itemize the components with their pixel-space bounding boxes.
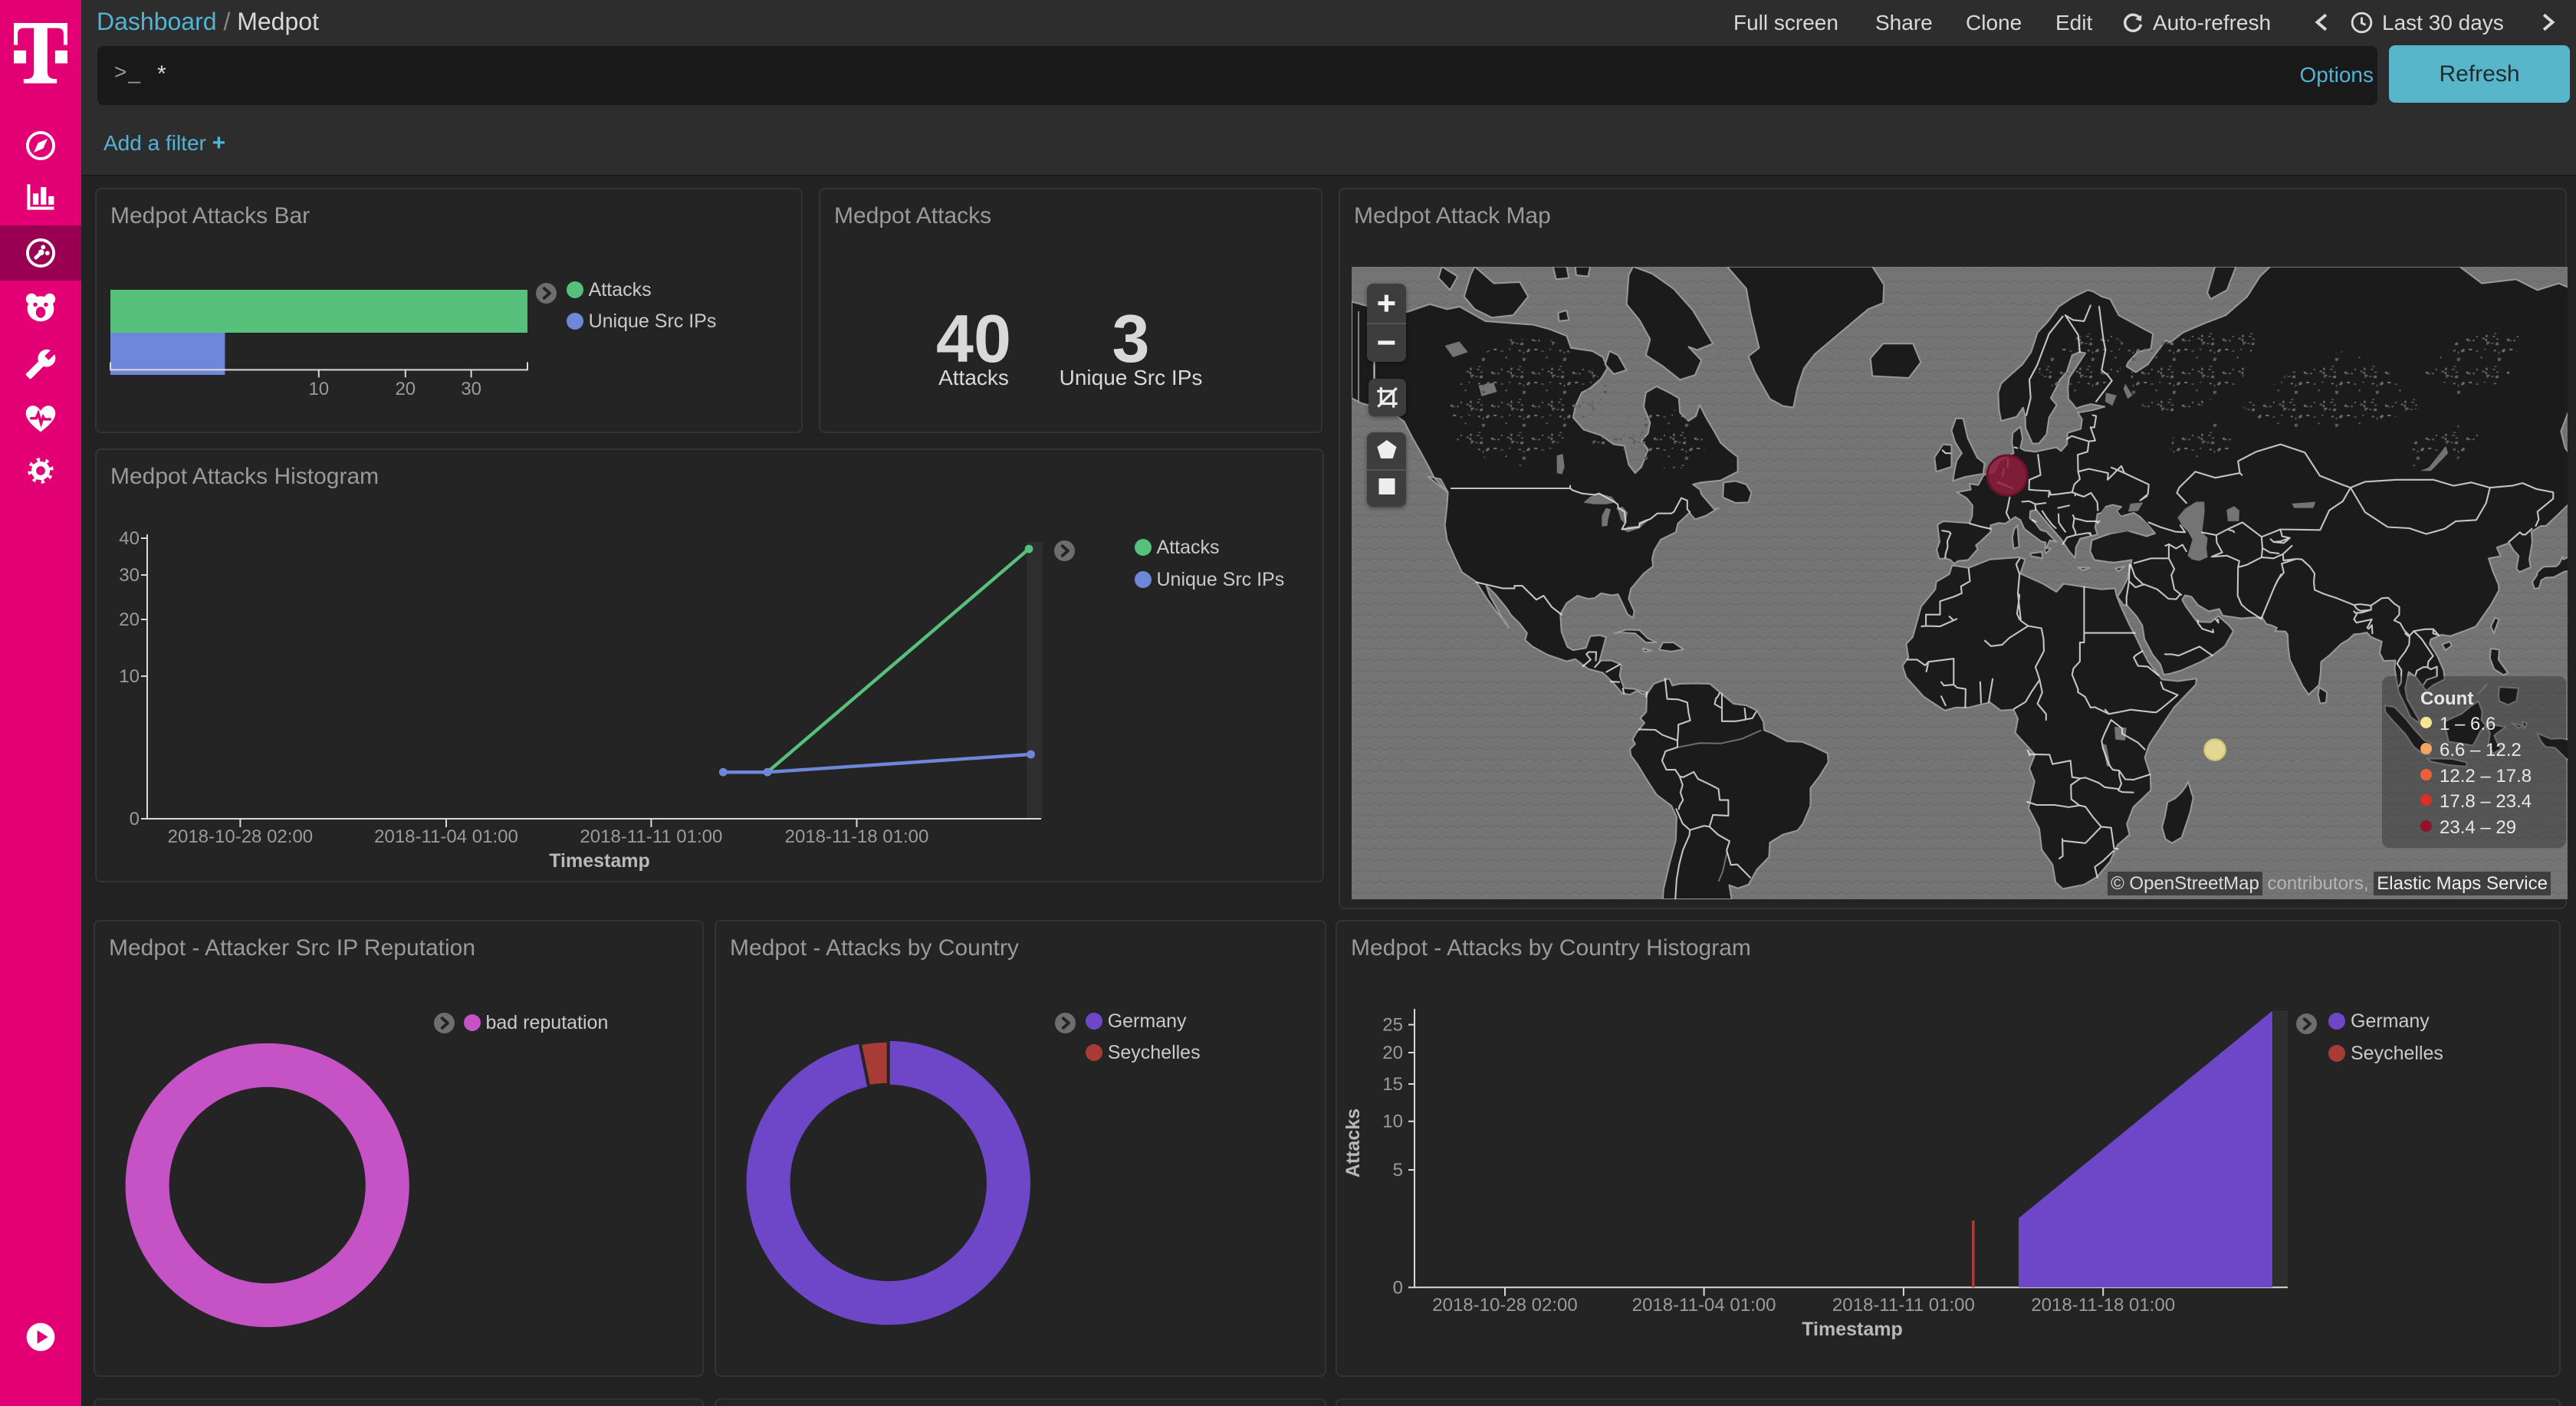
svg-text:10: 10 bbox=[119, 666, 140, 687]
svg-text:2018-10-28 02:00: 2018-10-28 02:00 bbox=[1432, 1295, 1578, 1316]
svg-text:Timestamp: Timestamp bbox=[1802, 1319, 1903, 1340]
svg-text:2018-11-18 01:00: 2018-11-18 01:00 bbox=[2031, 1295, 2175, 1316]
svg-text:0: 0 bbox=[1393, 1277, 1403, 1298]
svg-text:10: 10 bbox=[308, 379, 329, 399]
svg-text:20: 20 bbox=[1382, 1043, 1403, 1063]
svg-text:15: 15 bbox=[1382, 1074, 1403, 1095]
svg-text:0: 0 bbox=[130, 809, 140, 829]
svg-text:2018-11-04 01:00: 2018-11-04 01:00 bbox=[374, 826, 518, 847]
svg-text:25: 25 bbox=[1382, 1015, 1403, 1036]
svg-text:2018-11-18 01:00: 2018-11-18 01:00 bbox=[785, 826, 929, 847]
svg-text:5: 5 bbox=[1393, 1160, 1403, 1181]
svg-text:2018-11-11 01:00: 2018-11-11 01:00 bbox=[1832, 1295, 1975, 1316]
svg-text:30: 30 bbox=[119, 565, 140, 586]
svg-text:40: 40 bbox=[119, 528, 140, 549]
svg-text:2018-11-11 01:00: 2018-11-11 01:00 bbox=[580, 826, 722, 847]
svg-text:30: 30 bbox=[461, 379, 481, 399]
svg-text:Attacks: Attacks bbox=[1342, 1109, 1364, 1178]
svg-text:2018-10-28 02:00: 2018-10-28 02:00 bbox=[168, 826, 314, 847]
svg-text:20: 20 bbox=[395, 379, 416, 399]
svg-text:20: 20 bbox=[119, 609, 140, 630]
svg-text:10: 10 bbox=[1382, 1112, 1403, 1132]
svg-text:Timestamp: Timestamp bbox=[549, 850, 650, 872]
svg-text:2018-11-04 01:00: 2018-11-04 01:00 bbox=[1632, 1295, 1776, 1316]
